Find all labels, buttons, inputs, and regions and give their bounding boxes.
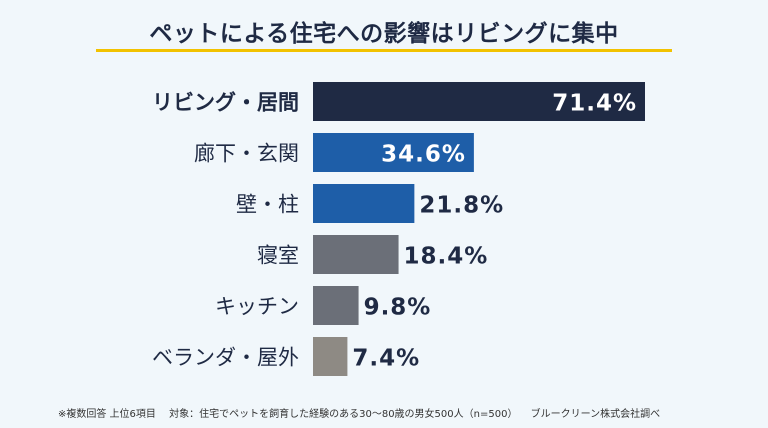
- chart-title: ペットによる住宅への影響はリビングに集中: [149, 21, 619, 47]
- bar-2: [313, 184, 415, 223]
- value-label-1: 34.6%: [381, 142, 466, 168]
- category-label-5: ベランダ・屋外: [152, 346, 299, 370]
- category-label-2: 壁・柱: [236, 193, 299, 217]
- title-underline: [96, 49, 672, 52]
- bar-3: [313, 235, 399, 274]
- bar-5: [313, 337, 348, 376]
- value-label-3: 18.4%: [404, 244, 489, 270]
- category-label-3: 寝室: [257, 244, 299, 268]
- footnote-source: ブルークリーン株式会社調べ: [530, 409, 661, 420]
- value-label-2: 21.8%: [419, 193, 504, 219]
- footnote-note: ※複数回答 上位6項目: [58, 409, 156, 420]
- footnote-target: 対象：住宅でペットを飼育した経験のある30〜80歳の男女500人（n=500）: [169, 409, 518, 420]
- category-label-1: 廊下・玄関: [194, 142, 299, 166]
- value-label-0: 71.4%: [552, 91, 637, 117]
- value-label-4: 9.8%: [364, 295, 432, 321]
- bar-1: [313, 133, 474, 172]
- bar-0: [313, 82, 645, 121]
- value-label-5: 7.4%: [352, 346, 420, 372]
- category-label-0: リビング・居間: [152, 91, 299, 115]
- footnote: ※複数回答 上位6項目 対象：住宅でペットを飼育した経験のある30〜80歳の男女…: [58, 405, 670, 420]
- category-label-4: キッチン: [215, 295, 299, 319]
- bar-chart: リビング・居間 71.4% 廊下・玄関 34.6% 壁・柱 21.8% 寝室 18.4% キッチ…: [152, 82, 645, 376]
- bar-4: [313, 286, 359, 325]
